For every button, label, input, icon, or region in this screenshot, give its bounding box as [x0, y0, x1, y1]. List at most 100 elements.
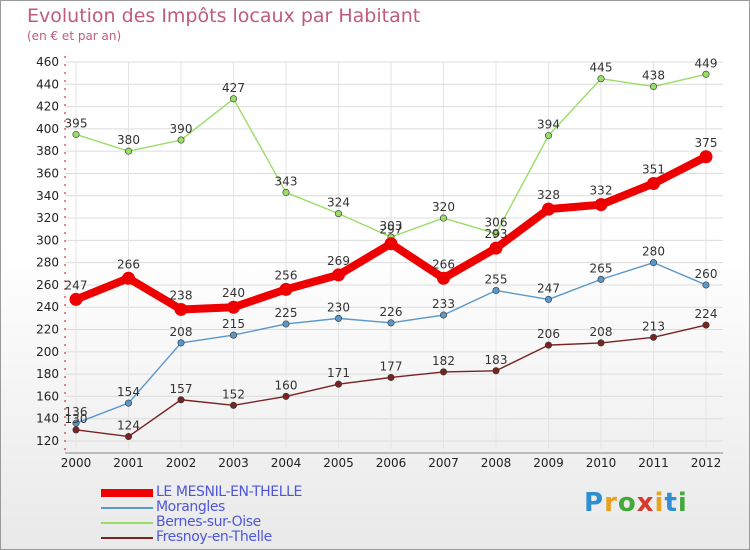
legend-swatch [101, 537, 153, 539]
data-label: 449 [695, 56, 718, 70]
logo-letter: t [664, 488, 678, 518]
data-label: 224 [695, 307, 718, 321]
y-tick-label: 160 [36, 389, 59, 403]
data-label: 247 [65, 278, 88, 292]
y-tick-label: 120 [36, 434, 59, 448]
data-point [334, 210, 342, 218]
y-tick-label: 440 [36, 77, 59, 91]
data-label: 297 [380, 223, 403, 237]
data-point [230, 401, 238, 409]
y-tick-label: 260 [36, 278, 59, 292]
data-point [699, 150, 713, 164]
data-label: 152 [222, 387, 245, 401]
legend-label: Bernes-sur-Oise [156, 514, 261, 530]
data-label: 136 [65, 405, 88, 419]
data-point [594, 198, 608, 212]
data-point [702, 321, 710, 329]
x-tick-label: 2004 [271, 456, 302, 470]
data-point [437, 271, 450, 285]
data-label: 351 [642, 163, 665, 177]
y-tick-label: 400 [36, 122, 59, 136]
y-tick-label: 360 [36, 166, 59, 180]
y-tick-label: 180 [36, 367, 59, 381]
legend-label: LE MESNIL-EN-THELLE [156, 484, 302, 500]
y-tick-label: 420 [36, 100, 59, 114]
data-point [492, 230, 500, 238]
data-point [282, 392, 290, 400]
proxiti-logo: Proxiti [584, 488, 688, 518]
data-label: 394 [537, 118, 560, 132]
y-tick-label: 240 [36, 300, 59, 314]
data-point [439, 214, 447, 222]
y-tick-label: 340 [36, 189, 59, 203]
data-label: 306 [485, 216, 508, 230]
data-label: 213 [642, 319, 665, 333]
data-point [492, 367, 500, 375]
data-label: 375 [695, 136, 718, 150]
x-tick-label: 2011 [638, 456, 669, 470]
logo-letter: i [677, 488, 688, 518]
data-point [702, 70, 710, 78]
x-tick-label: 2007 [428, 456, 459, 470]
data-label: 154 [117, 385, 140, 399]
data-label: 182 [432, 354, 455, 368]
data-point [177, 396, 185, 404]
data-point [387, 373, 395, 381]
data-label: 230 [327, 300, 350, 314]
data-label: 225 [275, 306, 298, 320]
data-label: 157 [170, 382, 193, 396]
x-tick-label: 2001 [113, 456, 144, 470]
logo-letter: P [584, 488, 605, 518]
data-label: 124 [117, 419, 140, 433]
data-point [649, 83, 657, 91]
data-point [174, 302, 188, 316]
data-label: 215 [222, 317, 245, 331]
data-point [69, 292, 83, 306]
data-point [282, 320, 290, 328]
data-point [177, 339, 185, 347]
data-point [649, 259, 657, 267]
x-tick-label: 2012 [691, 456, 722, 470]
data-label: 280 [642, 245, 665, 259]
data-label: 332 [590, 184, 613, 198]
data-point [489, 241, 503, 255]
data-point [384, 237, 398, 251]
chart-title: Evolution des Impôts locaux par Habitant [27, 5, 421, 27]
logo-letter: r [604, 488, 618, 518]
data-point [332, 268, 345, 282]
data-label: 303 [380, 219, 403, 233]
data-label: 208 [590, 325, 613, 339]
data-label: 395 [65, 116, 88, 130]
legend-swatch [101, 522, 153, 524]
logo-letter: i [654, 488, 665, 518]
data-label: 293 [485, 227, 508, 241]
legend-label: Morangles [156, 499, 225, 515]
data-point [542, 202, 555, 216]
data-point [702, 281, 710, 289]
x-tick-label: 2005 [323, 456, 354, 470]
data-label: 238 [170, 288, 193, 302]
data-label: 206 [537, 327, 560, 341]
data-label: 266 [432, 257, 455, 271]
y-tick-label: 320 [36, 211, 59, 225]
y-tick-label: 280 [36, 256, 59, 270]
data-point [122, 271, 135, 285]
data-label: 183 [485, 353, 508, 367]
data-label: 328 [537, 188, 560, 202]
data-label: 260 [695, 267, 718, 281]
data-point [125, 147, 133, 155]
data-point [544, 295, 552, 303]
legend-swatch [101, 489, 153, 497]
data-point [597, 75, 605, 83]
x-tick-label: 2003 [218, 456, 249, 470]
data-point [387, 319, 395, 327]
data-label: 177 [380, 359, 403, 373]
data-label: 247 [537, 281, 560, 295]
data-label: 320 [432, 200, 455, 214]
data-point [439, 368, 447, 376]
data-point [439, 311, 447, 319]
data-point [279, 282, 293, 296]
chart-subtitle: (en € et par an) [27, 29, 122, 43]
